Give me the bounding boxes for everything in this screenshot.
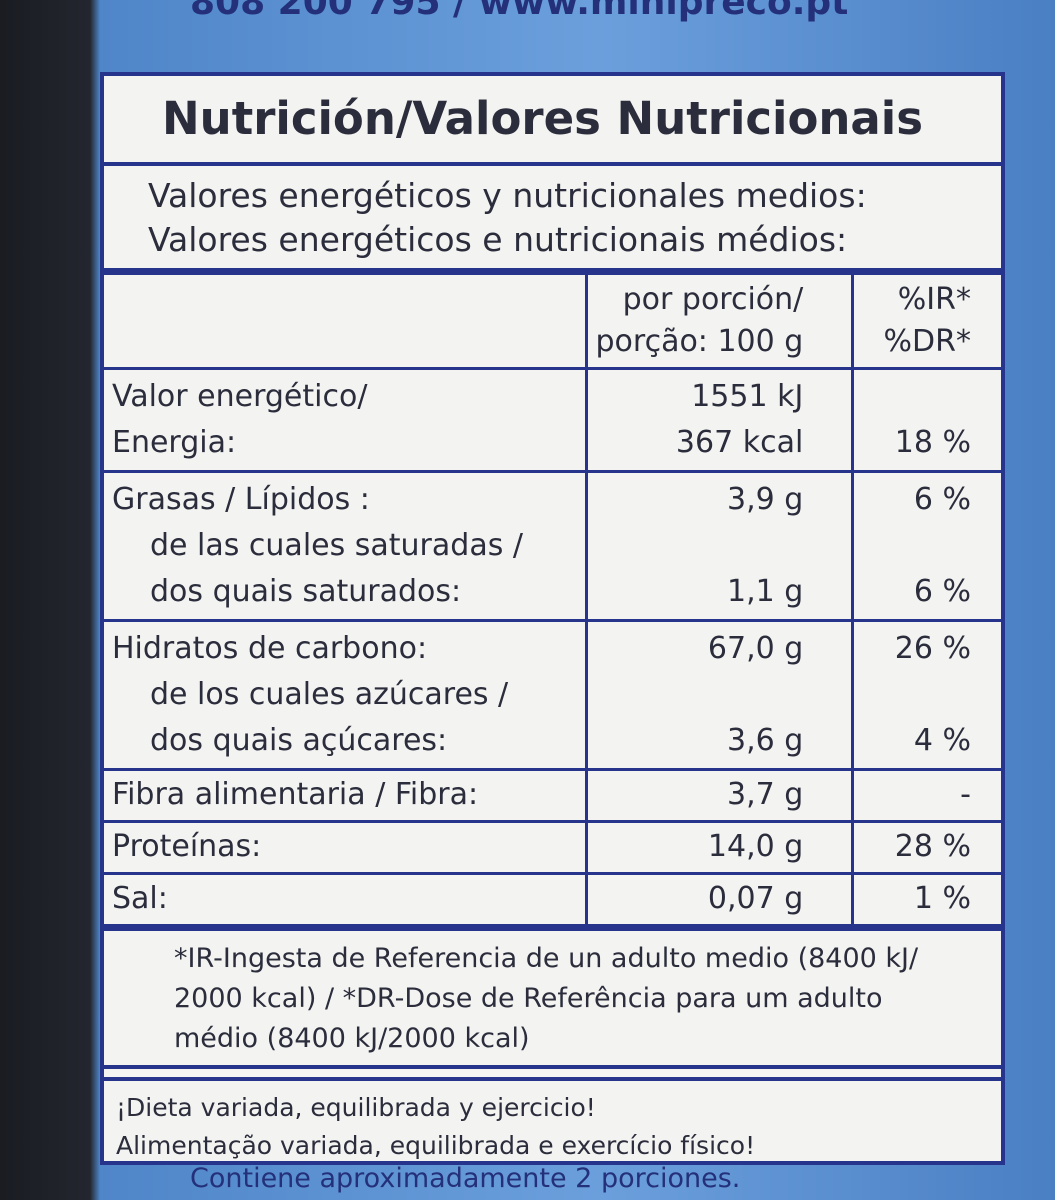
nutrient-cell: Grasas / Lípidos : de las cuales saturada… <box>104 470 588 622</box>
percent <box>862 523 971 569</box>
amount <box>596 672 804 718</box>
percent <box>862 672 971 718</box>
nutrient-row: Valor energético/Energia: 1551 kJ 367 kcal… <box>104 367 1001 473</box>
percent: 6 % <box>913 482 971 517</box>
amount: 367 kcal <box>675 425 804 460</box>
title: Nutrición/Valores Nutricionais <box>104 76 1001 166</box>
nutrient-row: Proteínas: 14,0 g 28 % <box>104 820 1001 875</box>
label: Hidratos de carbono: <box>112 631 428 666</box>
label: Energia: <box>112 425 237 460</box>
amount <box>596 523 804 569</box>
percent-cell: 1 % <box>851 872 1001 927</box>
label: Fibra alimentaria / Fibra: <box>112 777 479 812</box>
nutrient-cell: Hidratos de carbono: de los cuales azúcar… <box>104 619 588 771</box>
header-row: por porción/porção: 100 g %IR* %DR* <box>104 272 1001 370</box>
header-cell <box>104 272 588 370</box>
header-cell: %IR* %DR* <box>851 272 1001 370</box>
slogan-line: ¡Dieta variada, equilibrada y ejercicio! <box>116 1093 596 1122</box>
amount-cell: 67,0 g 3,6 g <box>584 619 855 771</box>
footnote: *IR-Ingesta de Referencia de un adulto m… <box>104 927 1001 1069</box>
header-cell: por porción/porção: 100 g <box>584 272 855 370</box>
percent: - <box>960 777 971 812</box>
nutrient-cell: Valor energético/Energia: <box>104 367 588 473</box>
nutrition-label: Nutrición/Valores Nutricionais Valores e… <box>100 72 1005 1165</box>
percent-cell: 18 % <box>851 367 1001 473</box>
subtitle: Valores energéticos y nutricionales medi… <box>104 166 1001 272</box>
label: de los cuales azúcares / <box>150 677 509 712</box>
nutrient-row: Sal: 0,07 g 1 % <box>104 872 1001 927</box>
nutrient-cell: Fibra alimentaria / Fibra: <box>104 768 588 823</box>
amount: 67,0 g <box>707 631 804 666</box>
nutrient-row: Grasas / Lípidos : de las cuales saturada… <box>104 470 1001 622</box>
amount-cell: 3,9 g 1,1 g <box>584 470 855 622</box>
label: de las cuales saturadas / <box>150 528 523 563</box>
amount-cell: 1551 kJ 367 kcal <box>584 367 855 473</box>
contact: 808 200 795 / www.minipreco.pt <box>190 0 849 23</box>
percent: 18 % <box>894 425 971 460</box>
subtitle-line: Valores energéticos y nutricionales medi… <box>148 176 867 215</box>
label: Grasas / Lípidos : <box>112 482 370 517</box>
amount: 0,07 g <box>707 881 804 916</box>
amount-cell: 14,0 g <box>584 820 855 875</box>
amount: 14,0 g <box>707 829 804 864</box>
nutrition-table: por porción/porção: 100 g %IR* %DR* Valor… <box>104 272 1001 927</box>
nutrient-row: Hidratos de carbono: de los cuales azúcar… <box>104 619 1001 771</box>
percent: 28 % <box>894 829 971 864</box>
percent-cell: 28 % <box>851 820 1001 875</box>
label: Proteínas: <box>112 829 262 864</box>
label: Sal: <box>112 881 168 916</box>
portions-note: Contiene aproximadamente 2 porciones. <box>190 1163 741 1194</box>
percent: 4 % <box>913 723 971 758</box>
nutrient-cell: Proteínas: <box>104 820 588 875</box>
amount-cell: 0,07 g <box>584 872 855 927</box>
table-header: por porción/porção: 100 g %IR* %DR* <box>104 272 1001 370</box>
column-header: %IR* <box>897 282 971 317</box>
label: dos quais açúcares: <box>150 723 448 758</box>
nutrient-cell: Sal: <box>104 872 588 927</box>
percent-cell: - <box>851 768 1001 823</box>
amount: 1,1 g <box>727 574 804 609</box>
subtitle-line: Valores energéticos e nutricionais médio… <box>148 220 848 259</box>
label: dos quais saturados: <box>150 574 462 609</box>
amount: 3,6 g <box>727 723 804 758</box>
amount-cell: 3,7 g <box>584 768 855 823</box>
table-body: Valor energético/Energia: 1551 kJ 367 kcal… <box>104 367 1001 927</box>
percent <box>862 374 971 420</box>
column-header: %DR* <box>883 324 971 359</box>
percent: 1 % <box>913 881 971 916</box>
percent: 26 % <box>894 631 971 666</box>
column-header: por porción/ <box>622 282 804 317</box>
footnote-line: *IR-Ingesta de Referencia de un adulto m… <box>174 943 919 974</box>
amount: 3,7 g <box>727 777 804 812</box>
slogan: ¡Dieta variada, equilibrada y ejercicio!… <box>104 1077 1001 1173</box>
amount: 3,9 g <box>727 482 804 517</box>
percent: 6 % <box>913 574 971 609</box>
footnote-line: médio (8400 kJ/2000 kcal) <box>174 1023 530 1054</box>
nutrient-row: Fibra alimentaria / Fibra: 3,7 g - <box>104 768 1001 823</box>
amount: 1551 kJ <box>691 379 804 414</box>
percent-cell: 6 % 6 % <box>851 470 1001 622</box>
footnote-line: 2000 kcal) / *DR-Dose de Referência para… <box>174 983 883 1014</box>
column-header: porção: 100 g <box>595 324 804 359</box>
percent-cell: 26 % 4 % <box>851 619 1001 771</box>
label: Valor energético/ <box>112 379 368 414</box>
slogan-line: Alimentação variada, equilibrada e exerc… <box>116 1131 756 1160</box>
